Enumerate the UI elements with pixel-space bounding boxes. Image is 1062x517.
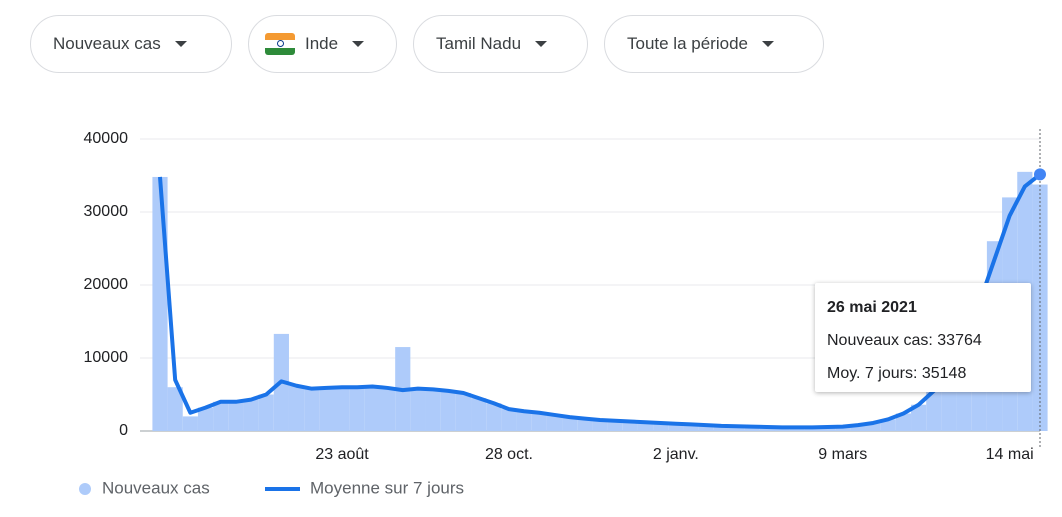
bar [880, 419, 896, 431]
dropdown-arrow [761, 41, 774, 47]
period-dropdown[interactable]: Toute la période [604, 15, 824, 73]
bar [911, 404, 927, 431]
bar [334, 387, 350, 431]
bar [653, 422, 669, 431]
bar [213, 401, 229, 431]
bar [243, 399, 259, 431]
y-tick-label: 30000 [84, 203, 129, 220]
bar [577, 418, 593, 431]
bar [471, 398, 487, 431]
x-tick-label: 14 mai [986, 446, 1034, 463]
bar [440, 390, 456, 431]
tooltip: 26 mai 2021 Nouveaux cas: 33764 Moy. 7 j… [815, 283, 1031, 392]
tooltip-line: Moy. 7 jours: 35148 [827, 365, 967, 382]
y-tick-label: 0 [119, 422, 128, 439]
bar [228, 401, 244, 431]
bar [380, 387, 396, 431]
bar [486, 403, 502, 431]
bar [182, 416, 198, 431]
x-tick-label: 28 oct. [485, 446, 533, 463]
bar [592, 420, 608, 431]
bar [637, 422, 654, 431]
dropdown-label: Inde [305, 34, 339, 53]
bar [167, 387, 183, 431]
x-tick-label: 2 janv. [653, 446, 699, 463]
bar [546, 414, 563, 431]
x-tick-label: 9 mars [818, 446, 867, 463]
line [158, 172, 1042, 430]
x-tick-label: 23 août [315, 446, 369, 463]
flag-icon [265, 33, 295, 55]
dropdown-arrow [535, 41, 548, 47]
bar [668, 423, 684, 431]
country-dropdown[interactable]: Inde [248, 15, 397, 73]
legend-marker [79, 483, 91, 495]
bar [895, 413, 912, 431]
bar [728, 426, 745, 431]
hover-point [1034, 168, 1046, 181]
y-tick-label: 20000 [84, 276, 129, 293]
bar [1032, 184, 1048, 431]
bar [850, 425, 866, 431]
dropdown-label: Toute la période [627, 34, 748, 53]
bar [865, 422, 881, 431]
y-tick-label: 40000 [84, 130, 129, 147]
bar [531, 412, 547, 431]
bar [197, 407, 214, 431]
y-tick-label: 10000 [84, 349, 129, 366]
bar [501, 409, 517, 431]
bar [516, 411, 532, 431]
bar [319, 387, 335, 431]
bar [759, 426, 775, 431]
bar [562, 417, 578, 431]
tooltip-date: 26 mai 2021 [827, 299, 917, 316]
bar [349, 387, 365, 431]
bar [607, 420, 623, 431]
bar [820, 426, 836, 431]
bar [152, 176, 168, 431]
dropdown-label: Nouveaux cas [53, 34, 161, 53]
bar [364, 386, 380, 431]
bar [304, 388, 320, 431]
bar [683, 424, 699, 431]
bar [744, 426, 760, 431]
tooltip-line: Nouveaux cas: 33764 [827, 332, 982, 349]
bar [425, 389, 441, 431]
bar [455, 393, 472, 431]
metric-dropdown[interactable]: Nouveaux cas [30, 15, 232, 73]
bar [698, 425, 714, 431]
bar [410, 388, 426, 431]
legend-label: Moyenne sur 7 jours [310, 478, 464, 497]
bar [835, 426, 851, 431]
dropdown-arrow [352, 41, 365, 47]
dropdown-arrow [174, 41, 187, 47]
bar [622, 421, 638, 431]
region-dropdown[interactable]: Tamil Nadu [413, 15, 588, 73]
dropdown-label: Tamil Nadu [436, 34, 522, 53]
bar [288, 385, 305, 431]
bar [713, 425, 729, 431]
legend-label: Nouveaux cas [102, 478, 210, 497]
bar [258, 394, 274, 431]
